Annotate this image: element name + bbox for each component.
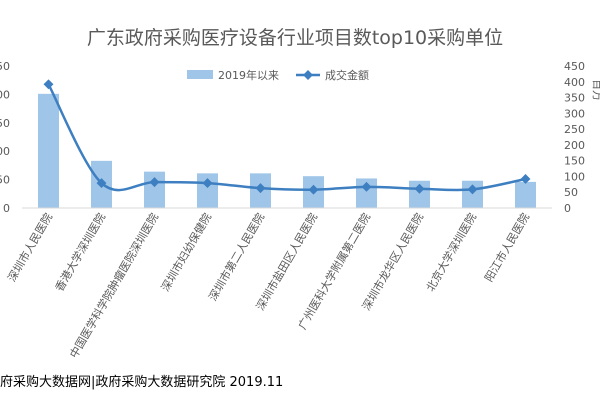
x-axis-tick-label: 香港大学深圳医院 xyxy=(52,211,108,294)
right-axis-tick-label: 400 xyxy=(564,76,585,89)
left-axis-tick-label: 150 xyxy=(0,117,10,130)
left-axis-tick-label: 50 xyxy=(0,174,10,187)
line-marker xyxy=(361,181,372,192)
left-axis-tick-label: 0 xyxy=(3,202,10,215)
right-axis-tick-label: 300 xyxy=(564,107,585,120)
right-axis-tick-label: 100 xyxy=(564,170,585,183)
right-axis-tick-label: 450 xyxy=(564,60,585,73)
legend-swatch-bar xyxy=(187,70,213,79)
line-marker xyxy=(308,184,319,195)
right-axis-tick-label: 350 xyxy=(564,92,585,105)
legend-label-line: 成交金额 xyxy=(325,68,369,82)
x-axis-tick-label: 阳江市人民医院 xyxy=(481,211,532,285)
x-axis-tick-label: 深圳市第二人民医院 xyxy=(205,211,267,304)
x-axis-tick-label: 深圳市妇幼保健院 xyxy=(158,211,214,294)
right-axis-tick-label: 250 xyxy=(564,123,585,136)
line-marker xyxy=(96,178,107,189)
source-note: 府采购大数据网|政府采购大数据研究院 2019.11 xyxy=(0,375,284,390)
line-marker xyxy=(149,177,160,188)
bar xyxy=(144,171,165,208)
line-marker xyxy=(414,183,425,194)
right-axis-tick-label: 200 xyxy=(564,139,585,152)
x-axis-tick-label: 深圳市盐田区人民医院 xyxy=(253,211,320,313)
right-axis-tick-label: 50 xyxy=(564,186,578,199)
left-axis-tick-label: 250 xyxy=(0,60,10,73)
line-marker xyxy=(520,174,531,184)
x-axis-tick-label: 中国医学科学院肿瘤医院深圳医院 xyxy=(66,211,161,361)
chart-title: 广东政府采购医疗设备行业项目数top10采购单位 xyxy=(87,27,503,49)
left-axis-tick-label: 200 xyxy=(0,88,10,101)
line-series xyxy=(47,83,526,192)
right-axis-tick-label: 150 xyxy=(564,155,585,168)
legend-label-bar: 2019年以来 xyxy=(218,68,279,82)
x-axis-tick-label: 深圳市龙华区人民医院 xyxy=(359,211,426,313)
line-marker xyxy=(467,184,478,195)
line-marker xyxy=(202,178,213,189)
x-axis-tick-label: 深圳市人民医院 xyxy=(4,211,55,285)
right-axis-label: 百万 xyxy=(591,79,600,101)
line-marker xyxy=(43,79,54,90)
legend-marker-line xyxy=(303,70,313,80)
left-axis-tick-label: 100 xyxy=(0,145,10,158)
x-axis-tick-label: 北京大学深圳医院 xyxy=(423,211,479,294)
bar xyxy=(38,93,59,208)
right-axis-tick-label: 0 xyxy=(564,202,571,215)
line-marker xyxy=(255,183,266,194)
bar xyxy=(515,181,536,208)
